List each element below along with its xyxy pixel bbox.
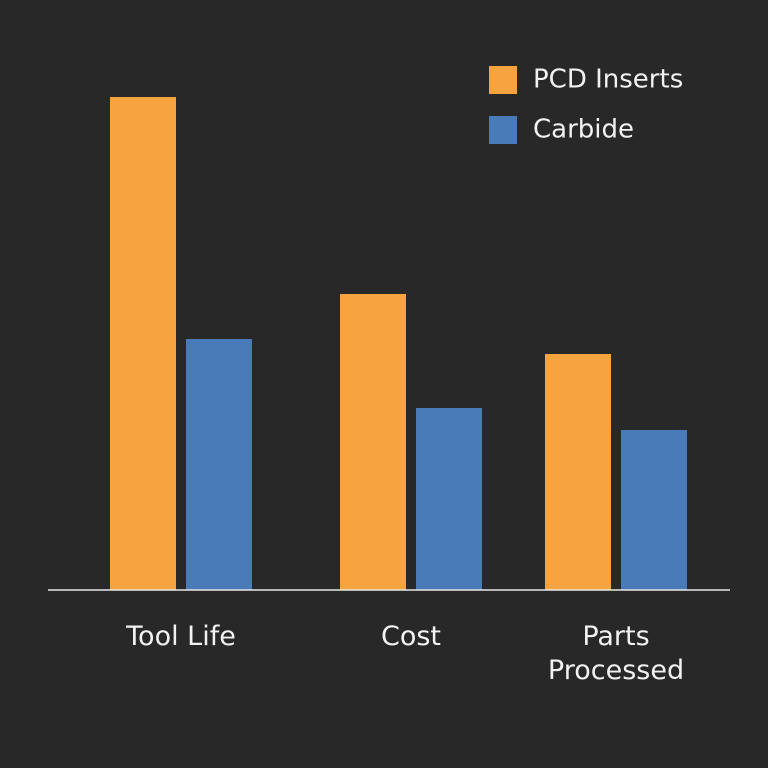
bar xyxy=(110,97,176,590)
bar xyxy=(621,430,687,590)
x-tick-label: Parts Processed xyxy=(547,621,685,686)
bar xyxy=(416,408,482,590)
legend-swatch xyxy=(489,66,517,94)
bar xyxy=(186,339,252,590)
bar xyxy=(340,294,406,590)
bar xyxy=(545,354,611,590)
legend-label: Carbide xyxy=(533,115,634,145)
x-tick-label: Cost xyxy=(380,621,442,652)
x-tick-label: Tool Life xyxy=(126,621,236,652)
legend-swatch xyxy=(489,116,517,144)
legend-label: PCD Inserts xyxy=(533,65,683,95)
